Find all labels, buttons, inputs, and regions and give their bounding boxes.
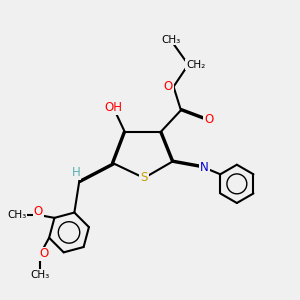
- Text: OH: OH: [104, 101, 122, 114]
- Text: O: O: [204, 112, 214, 126]
- Text: H: H: [71, 166, 80, 179]
- Text: O: O: [39, 248, 48, 260]
- Text: CH₃: CH₃: [7, 210, 26, 220]
- Text: CH₃: CH₃: [31, 270, 50, 280]
- Text: CH₂: CH₂: [186, 60, 205, 70]
- Text: O: O: [164, 80, 173, 93]
- Text: CH₃: CH₃: [161, 34, 180, 45]
- Text: O: O: [34, 205, 43, 218]
- Text: S: S: [140, 172, 148, 184]
- Text: N: N: [200, 161, 209, 174]
